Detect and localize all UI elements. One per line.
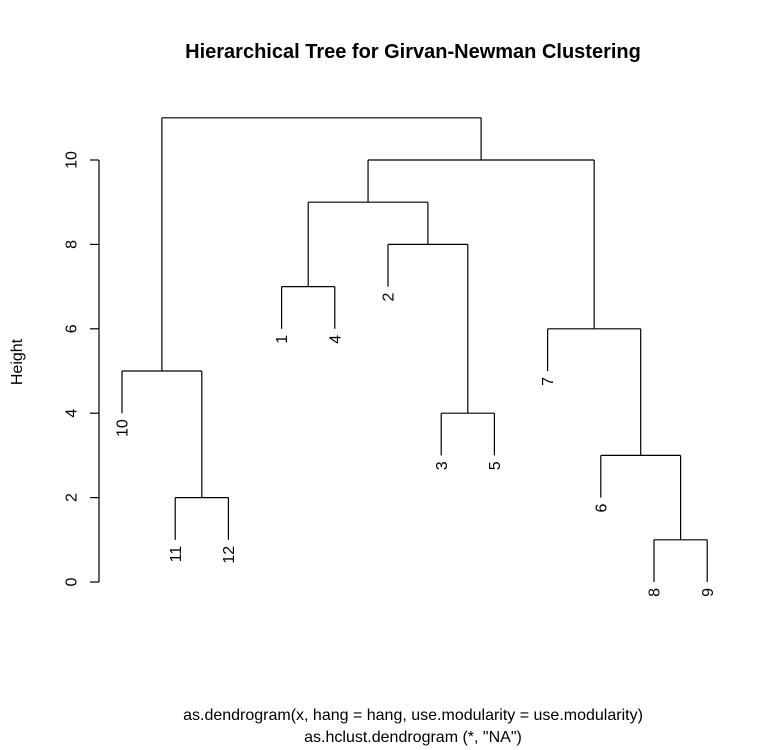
leaf-label-8: 8 (647, 588, 664, 597)
leaf-label-3: 3 (434, 461, 451, 470)
leaf-label-6: 6 (593, 504, 610, 513)
y-tick-label: 0 (64, 577, 81, 586)
chart-title: Hierarchical Tree for Girvan-Newman Clus… (185, 41, 641, 63)
y-tick-label: 8 (64, 240, 81, 249)
y-axis-label: Height (9, 338, 26, 385)
leaf-label-7: 7 (540, 377, 557, 386)
y-tick-label: 6 (64, 324, 81, 333)
leaf-label-12: 12 (221, 546, 238, 564)
leaf-label-11: 11 (168, 546, 185, 563)
leaf-label-10: 10 (115, 419, 132, 437)
leaf-labels: 10 11 12 1 4 2 3 5 7 6 8 9 (115, 293, 717, 597)
y-tick-label: 2 (64, 493, 81, 502)
leaf-label-1: 1 (274, 335, 291, 344)
x-axis-label: as.dendrogram(x, hang = hang, use.modula… (183, 707, 643, 724)
leaf-label-9: 9 (700, 588, 717, 597)
leaf-label-5: 5 (487, 461, 504, 470)
y-tick-label: 10 (64, 151, 81, 169)
x-axis-sublabel: as.hclust.dendrogram (*, "NA") (304, 729, 522, 746)
leaf-label-2: 2 (381, 293, 398, 302)
y-axis: 0 2 4 6 8 10 (64, 151, 100, 586)
dendrogram-branches (121, 117, 708, 582)
y-tick-label: 4 (64, 409, 81, 418)
leaf-label-4: 4 (327, 335, 344, 344)
